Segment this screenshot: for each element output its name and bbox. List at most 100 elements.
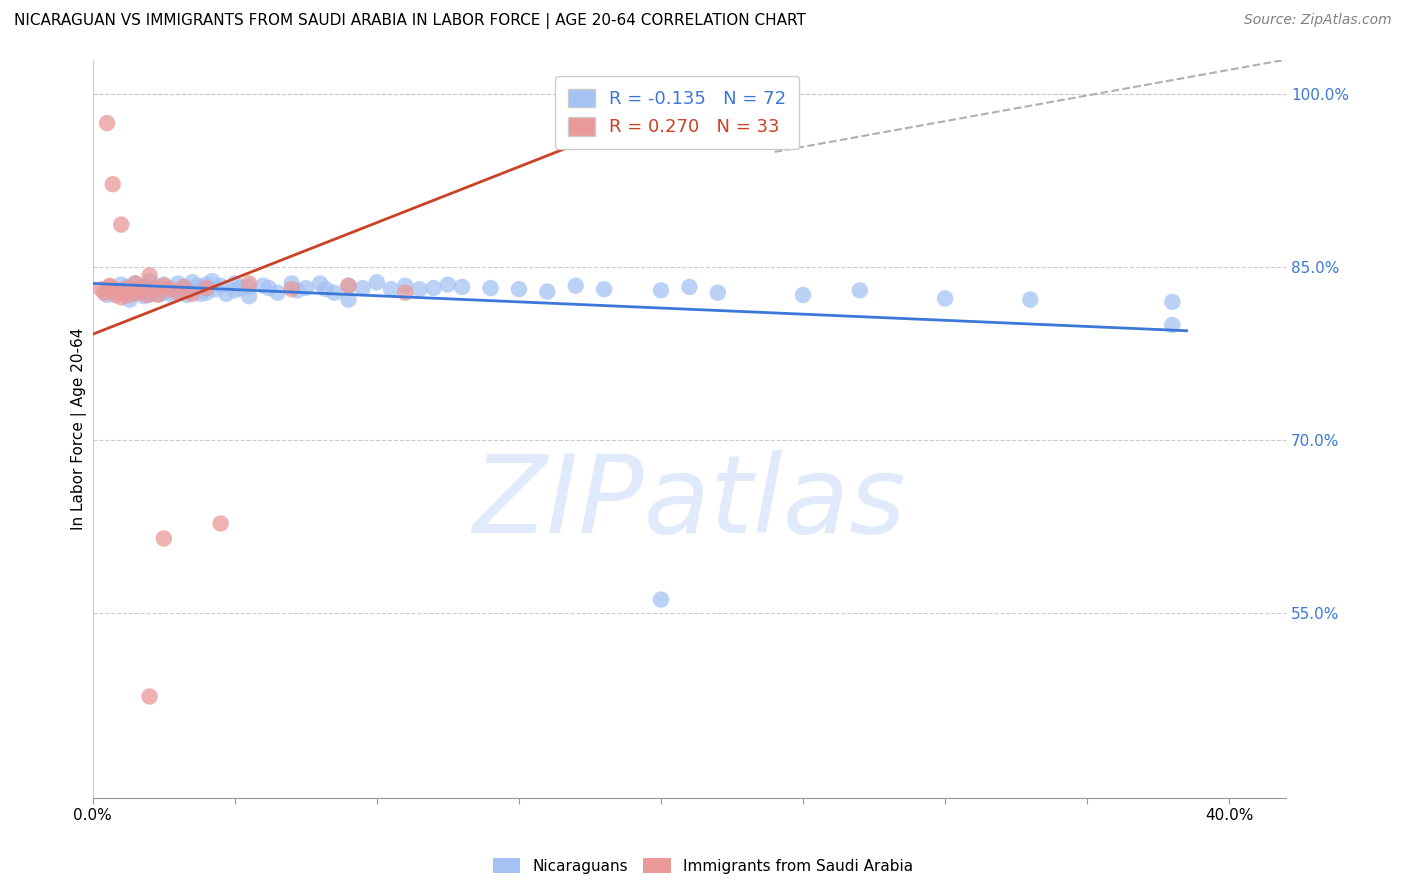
Point <box>536 285 558 299</box>
Point <box>564 278 586 293</box>
Point <box>124 282 146 296</box>
Point <box>146 288 169 302</box>
Text: ZIPatlas: ZIPatlas <box>472 450 905 555</box>
Point <box>124 285 146 300</box>
Point <box>238 277 260 291</box>
Point <box>238 280 260 294</box>
Point <box>323 285 346 300</box>
Point <box>110 218 132 232</box>
Point <box>118 293 141 307</box>
Point <box>90 282 112 296</box>
Point <box>190 286 212 301</box>
Point <box>224 284 246 298</box>
Point <box>132 280 155 294</box>
Point <box>201 274 224 288</box>
Point <box>110 290 132 304</box>
Point <box>110 285 132 300</box>
Point <box>181 286 204 301</box>
Point <box>315 282 337 296</box>
Point <box>181 275 204 289</box>
Point <box>173 280 195 294</box>
Point <box>143 281 166 295</box>
Point <box>162 288 184 302</box>
Point <box>394 278 416 293</box>
Point <box>159 282 181 296</box>
Point <box>678 280 700 294</box>
Point <box>138 281 160 295</box>
Point <box>101 178 124 192</box>
Point <box>101 282 124 296</box>
Point <box>707 285 730 300</box>
Point <box>187 278 209 293</box>
Text: NICARAGUAN VS IMMIGRANTS FROM SAUDI ARABIA IN LABOR FORCE | AGE 20-64 CORRELATIO: NICARAGUAN VS IMMIGRANTS FROM SAUDI ARAB… <box>14 13 806 29</box>
Point <box>167 285 190 300</box>
Point <box>1019 293 1042 307</box>
Point <box>153 285 176 300</box>
Point <box>138 268 160 283</box>
Point <box>266 285 288 300</box>
Point <box>352 281 374 295</box>
Point <box>96 116 118 130</box>
Text: Source: ZipAtlas.com: Source: ZipAtlas.com <box>1244 13 1392 28</box>
Point <box>118 288 141 302</box>
Point <box>181 282 204 296</box>
Point <box>252 278 274 293</box>
Point <box>98 280 121 294</box>
Point <box>153 278 176 293</box>
Point <box>215 286 238 301</box>
Point <box>285 284 308 298</box>
Point <box>650 592 672 607</box>
Point <box>115 280 138 294</box>
Point <box>337 293 360 307</box>
Point <box>176 288 198 302</box>
Point <box>408 282 430 296</box>
Point <box>508 282 530 296</box>
Point <box>209 516 232 531</box>
Point <box>146 286 169 301</box>
Point <box>849 284 872 298</box>
Point <box>280 277 302 291</box>
Point <box>129 280 152 294</box>
Point <box>366 275 388 289</box>
Point <box>195 281 218 295</box>
Point <box>195 285 218 300</box>
Point <box>124 277 146 291</box>
Point <box>135 288 157 302</box>
Legend: Nicaraguans, Immigrants from Saudi Arabia: Nicaraguans, Immigrants from Saudi Arabi… <box>486 852 920 880</box>
Point <box>934 292 956 306</box>
Point <box>132 289 155 303</box>
Point <box>394 285 416 300</box>
Legend: R = -0.135   N = 72, R = 0.270   N = 33: R = -0.135 N = 72, R = 0.270 N = 33 <box>555 76 799 149</box>
Point <box>650 284 672 298</box>
Point <box>1161 318 1184 332</box>
Point <box>173 280 195 294</box>
Point <box>104 288 127 302</box>
Point <box>229 281 252 295</box>
Point <box>309 277 332 291</box>
Point <box>93 285 115 300</box>
Y-axis label: In Labor Force | Age 20-64: In Labor Force | Age 20-64 <box>72 327 87 530</box>
Point <box>167 277 190 291</box>
Point <box>295 281 318 295</box>
Point <box>238 289 260 303</box>
Point <box>167 285 190 299</box>
Point <box>153 532 176 546</box>
Point <box>138 690 160 704</box>
Point <box>593 282 616 296</box>
Point <box>422 281 444 295</box>
Point <box>337 278 360 293</box>
Point <box>138 288 160 302</box>
Point <box>159 281 181 295</box>
Point <box>115 281 138 295</box>
Point <box>96 288 118 302</box>
Point <box>479 281 502 295</box>
Point <box>98 278 121 293</box>
Point <box>107 284 129 298</box>
Point <box>143 278 166 293</box>
Point <box>110 277 132 292</box>
Point <box>224 277 246 291</box>
Point <box>209 278 232 293</box>
Point <box>1161 294 1184 309</box>
Point <box>204 282 226 296</box>
Point <box>124 277 146 291</box>
